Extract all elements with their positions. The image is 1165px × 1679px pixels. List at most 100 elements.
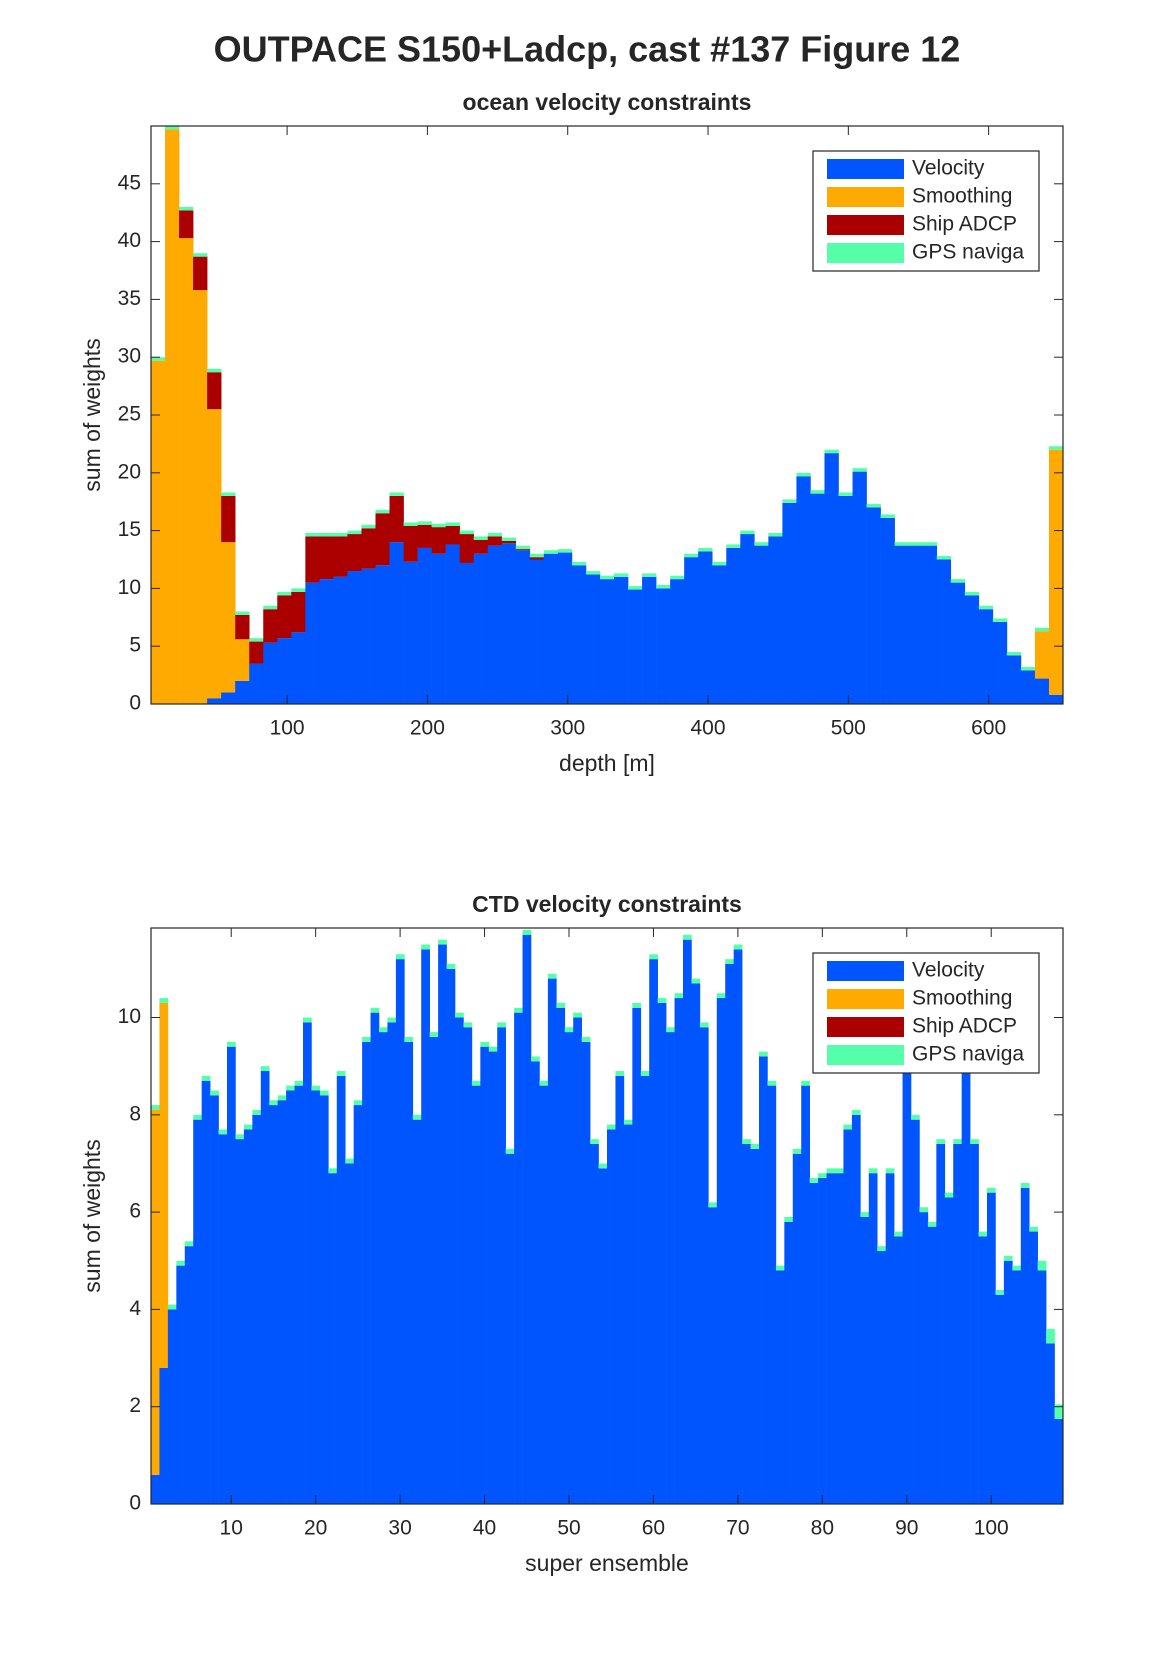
bar-segment — [810, 490, 825, 494]
bar-segment — [726, 547, 741, 704]
bar-segment — [725, 959, 734, 964]
bar-segment — [792, 1148, 802, 1154]
legend-swatch — [827, 989, 904, 1009]
y-axis-label: sum of weights — [79, 1139, 105, 1292]
bar-segment — [581, 1041, 591, 1504]
bar-segment — [505, 1153, 515, 1504]
bar-segment — [564, 1027, 574, 1033]
bar-segment — [599, 575, 615, 580]
y-tick-label: 10 — [118, 576, 141, 599]
bar-segment — [801, 1085, 810, 1504]
bar-segment — [333, 576, 348, 704]
bar-segment — [165, 129, 180, 704]
bar-segment — [936, 559, 952, 704]
bar-segment — [319, 532, 334, 537]
bar-segment — [961, 1056, 971, 1504]
bar-segment — [404, 1041, 414, 1504]
bar-segment — [628, 586, 643, 590]
bar-segment — [333, 532, 348, 537]
bar-segment — [207, 368, 222, 373]
bar-segment — [1003, 1260, 1013, 1504]
bar-segment — [970, 1139, 979, 1144]
bar-segment — [810, 493, 825, 704]
bar-segment — [1037, 1260, 1047, 1271]
bar-segment — [978, 1231, 988, 1237]
bar-segment — [263, 642, 278, 704]
bar-segment — [683, 939, 692, 1504]
bar-segment — [826, 1173, 836, 1504]
bar-segment — [944, 1192, 954, 1198]
bar-segment — [547, 973, 557, 979]
bar-segment — [607, 1124, 616, 1130]
bar-segment — [201, 1075, 211, 1081]
bar-segment — [501, 537, 517, 542]
bar-segment — [179, 206, 194, 211]
bar-segment — [674, 993, 684, 999]
bar-segment — [902, 1056, 912, 1504]
bar-segment — [674, 998, 684, 1504]
bar-segment — [311, 1085, 321, 1091]
bar-segment — [936, 1139, 946, 1144]
bar-segment — [515, 550, 531, 704]
bar-segment — [243, 1124, 253, 1130]
bar-segment — [835, 1168, 844, 1174]
legend-label: GPS naviga — [912, 241, 1024, 264]
y-tick-label: 10 — [118, 1005, 141, 1028]
bar-segment — [207, 698, 222, 704]
bar-segment — [235, 680, 250, 704]
bar-segment — [501, 543, 517, 704]
bar-segment — [649, 954, 658, 960]
bar-segment — [880, 517, 895, 704]
bar-segment — [159, 1002, 169, 1368]
bar-segment — [375, 509, 390, 514]
x-axis-label: depth [m] — [559, 750, 655, 776]
bar-segment — [809, 1182, 819, 1504]
bar-segment — [505, 1148, 515, 1154]
bar-segment — [691, 978, 701, 984]
bar-segment — [725, 964, 734, 1504]
bar-segment — [742, 1139, 751, 1144]
bar-segment — [826, 1168, 836, 1174]
bar-segment — [670, 579, 685, 704]
bar-segment — [277, 1095, 287, 1101]
bar-segment — [319, 579, 334, 704]
bar-segment — [775, 1265, 785, 1271]
bar-segment — [319, 1090, 329, 1096]
bar-segment — [221, 495, 236, 543]
bar-segment — [640, 1075, 650, 1504]
bar-segment — [252, 1109, 262, 1115]
bar-segment — [877, 1246, 886, 1252]
bar-segment — [445, 544, 460, 704]
bar-segment — [843, 1129, 853, 1504]
bar-segment — [412, 1119, 422, 1504]
bar-segment — [699, 1022, 709, 1028]
bar-segment — [885, 1168, 895, 1174]
y-tick-label: 4 — [129, 1297, 141, 1320]
bar-segment — [336, 1071, 346, 1076]
y-tick-label: 5 — [129, 634, 141, 657]
bar-segment — [712, 565, 727, 704]
bar-segment — [291, 588, 306, 592]
bar-segment — [759, 1056, 768, 1504]
bar-segment — [607, 1129, 616, 1504]
bar-segment — [557, 549, 573, 553]
bar-segment — [992, 621, 1008, 704]
bar-segment — [249, 638, 264, 642]
bar-segment — [159, 998, 169, 1003]
bar-segment — [698, 547, 713, 552]
bar-segment — [796, 472, 811, 477]
bar-segment — [193, 256, 208, 291]
bar-segment — [446, 968, 456, 1504]
bar-segment — [852, 471, 867, 704]
bar-segment — [919, 1212, 929, 1504]
bar-segment — [614, 576, 629, 704]
bar-segment — [210, 1090, 219, 1096]
bar-segment — [656, 588, 671, 704]
x-tick-label: 200 — [410, 717, 445, 740]
bar-segment — [176, 1260, 186, 1266]
bar-segment — [950, 579, 966, 583]
bar-segment — [866, 504, 881, 508]
bar-segment — [978, 1236, 988, 1504]
bar-segment — [614, 573, 629, 577]
bar-segment — [1020, 667, 1036, 671]
